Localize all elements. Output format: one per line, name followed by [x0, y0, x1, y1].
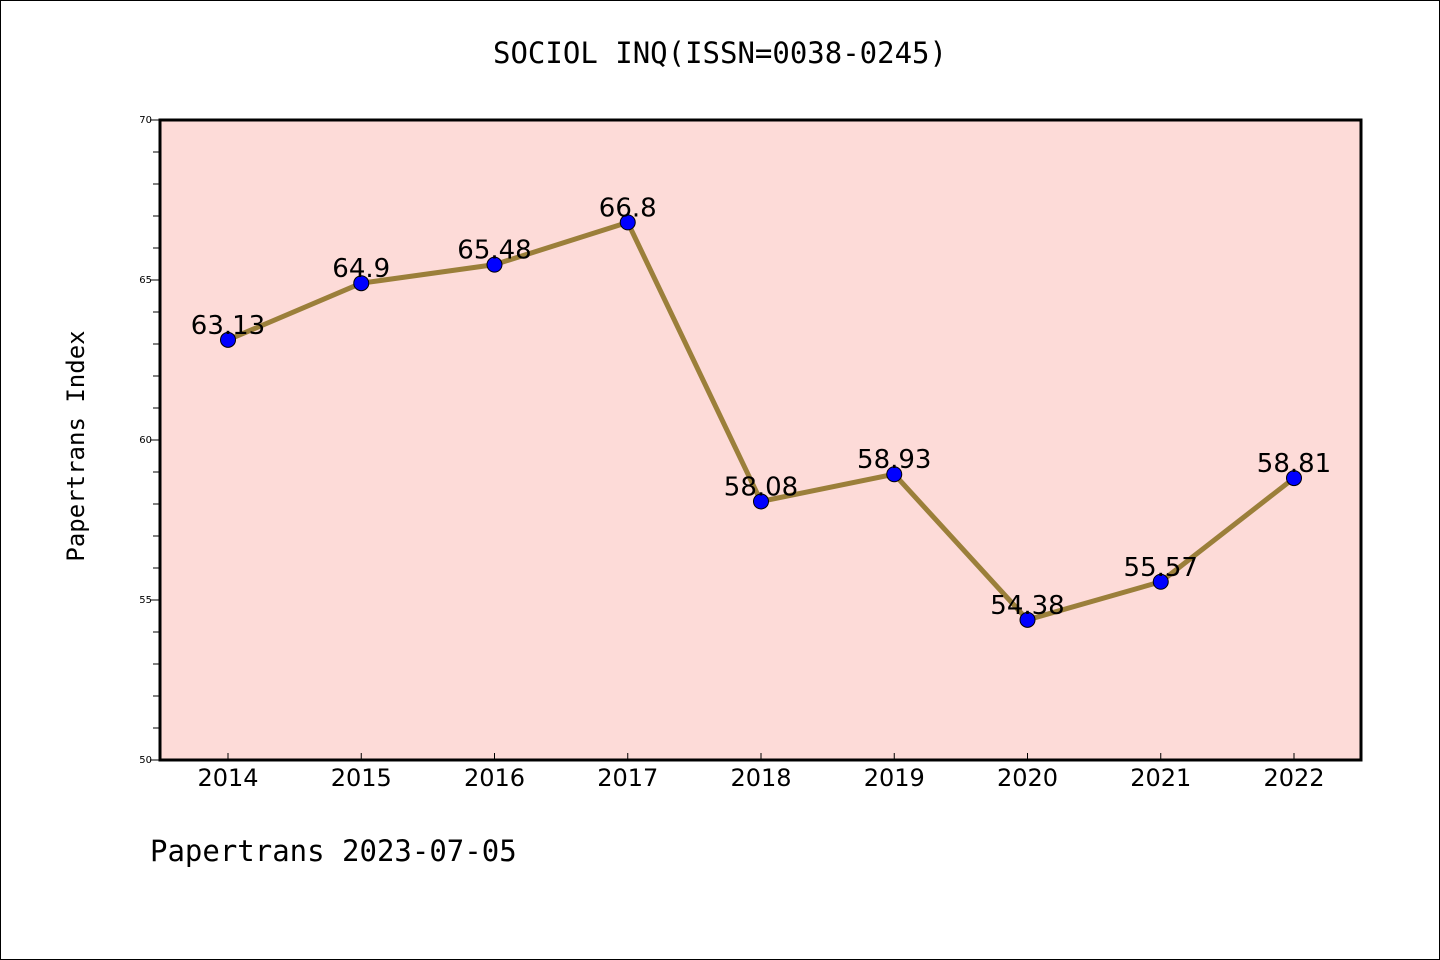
data-point-marker	[486, 256, 503, 273]
data-point-marker	[886, 466, 903, 483]
y-tick-label: 60	[139, 435, 152, 446]
data-point-marker	[1152, 573, 1169, 590]
data-point-marker	[619, 214, 636, 231]
footer-note: Papertrans 2023-07-05	[150, 834, 517, 868]
y-tick-label: 50	[139, 755, 152, 766]
x-tick-label: 2022	[1263, 764, 1324, 792]
data-label: 58.81	[1257, 449, 1331, 479]
data-point-marker	[1286, 470, 1302, 487]
data-point-marker	[353, 275, 370, 292]
x-axis-ticks: 2014 2015 2016 2017 2018 2019 2020 2021 2022	[197, 753, 1325, 792]
y-axis-ticks: 50 55 60 65 70	[139, 115, 160, 766]
data-point-marker	[220, 331, 236, 348]
data-label: 55.57	[1124, 553, 1198, 583]
data-markers	[220, 214, 1302, 628]
data-label: 64.9	[332, 254, 390, 284]
data-labels: 63.13 64.9 65.48 66.8 58.08 58.93 54.38 55.57 58…	[191, 193, 1331, 620]
data-label: 54.38	[990, 591, 1064, 621]
x-tick-label: 2015	[331, 764, 392, 792]
x-tick-label: 2016	[464, 764, 525, 792]
data-label: 63.13	[191, 311, 265, 341]
y-tick-label: 65	[139, 275, 152, 286]
plot-area	[160, 120, 1361, 760]
x-tick-label: 2018	[730, 764, 791, 792]
x-tick-label: 2021	[1130, 764, 1191, 792]
x-tick-label: 2017	[597, 764, 658, 792]
data-label: 58.08	[724, 472, 798, 502]
data-label: 58.93	[857, 445, 931, 475]
x-tick-label: 2014	[197, 764, 258, 792]
data-point-marker	[753, 493, 769, 510]
data-point-marker	[1019, 611, 1036, 628]
x-tick-label: 2020	[997, 764, 1058, 792]
y-tick-label: 55	[139, 595, 152, 606]
data-label: 66.8	[599, 193, 657, 223]
data-label: 65.48	[457, 236, 531, 266]
plot-border	[158, 118, 1363, 762]
chart-title: SOCIOL INQ(ISSN=0038-0245)	[493, 36, 947, 70]
x-tick-label: 2019	[864, 764, 925, 792]
y-tick-label: 70	[139, 115, 152, 126]
